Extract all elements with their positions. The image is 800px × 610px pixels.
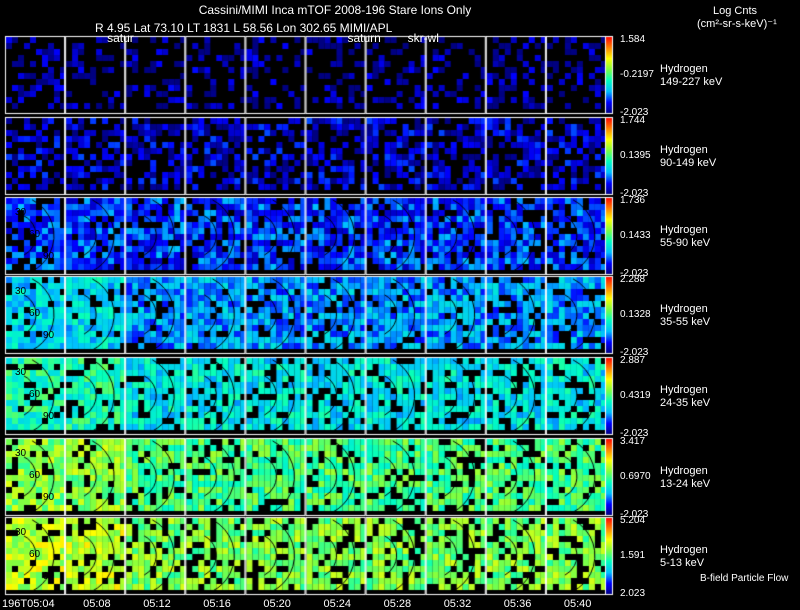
contour-label: 30 — [15, 367, 27, 378]
colorbar-mid: 0.4319 — [620, 389, 651, 401]
colorbar-mid: 0.1328 — [620, 308, 651, 320]
contour-label: 60 — [29, 229, 41, 240]
colorbar-min: -2.023 — [620, 428, 649, 439]
time-tick-label: 05:32 — [443, 598, 472, 610]
colorbar-max: 3.417 — [620, 436, 646, 447]
time-tick-label: 05:20 — [263, 598, 291, 610]
contour-label: 90 — [43, 492, 55, 503]
contour-label: 90 — [43, 330, 55, 341]
contour-label: 30 — [15, 527, 27, 538]
colorbar-max: 2.288 — [620, 274, 646, 285]
species-label: Hydrogen — [660, 302, 708, 315]
colorbar-max: 1.744 — [620, 115, 646, 126]
event-marker: skr-wl — [407, 31, 439, 45]
time-tick-label: 05:28 — [383, 598, 412, 610]
colorbar-mid: 0.6970 — [620, 470, 651, 482]
energy-range-label: 149-227 keV — [660, 75, 723, 88]
colorbar-min: 2.023 — [620, 588, 646, 599]
colorbar-mid: -0.2197 — [620, 68, 654, 80]
colorbar-max: 1.736 — [620, 195, 646, 206]
unit-label-sub: (cm²-sr-s-keV)⁻¹ — [697, 18, 777, 30]
footer-label: B-field Particle Flow — [700, 573, 789, 584]
contour-label: 30 — [15, 207, 27, 218]
species-label: Hydrogen — [660, 383, 708, 396]
species-label: Hydrogen — [660, 464, 708, 477]
time-tick-label: 05:36 — [503, 598, 532, 610]
colorbar-min: -2.023 — [620, 347, 649, 358]
species-label: Hydrogen — [660, 62, 708, 75]
colorbar-mid: 0.1395 — [620, 149, 651, 161]
time-tick-label: 05:16 — [203, 598, 231, 610]
contour-label: 60 — [29, 549, 41, 560]
orbit-info: R 4.95 Lat 73.10 LT 1831 L 58.56 Lon 302… — [95, 21, 393, 35]
species-label: Hydrogen — [660, 543, 708, 556]
contour-label: 90 — [43, 251, 55, 262]
colorbar-min: -2.023 — [620, 188, 649, 199]
time-tick-label: 05:24 — [323, 598, 352, 610]
energy-range-label: 24-35 keV — [660, 396, 711, 409]
colorbar-min: -2.023 — [620, 268, 649, 279]
energy-range-label: 90-149 keV — [660, 156, 717, 169]
event-marker: saturn — [347, 31, 381, 45]
colorbar-max: 2.887 — [620, 355, 646, 366]
event-marker: satur — [107, 31, 134, 45]
contour-label: 60 — [29, 389, 41, 400]
colorbar-min: -2.023 — [620, 107, 649, 118]
contour-label: 90 — [43, 411, 55, 422]
colorbar-max: 5.204 — [620, 515, 646, 526]
colorbar-mid: 1.591 — [620, 549, 646, 561]
time-tick-label: 196T05:04 — [2, 598, 55, 610]
time-tick-label: 05:40 — [563, 598, 592, 610]
colorbar-mid: 0.1433 — [620, 229, 651, 241]
contour-label: 60 — [29, 470, 41, 481]
contour-label: 30 — [15, 286, 27, 297]
species-label: Hydrogen — [660, 223, 708, 236]
energy-range-label: 55-90 keV — [660, 236, 711, 249]
energy-range-label: 5-13 keV — [660, 556, 705, 569]
colorbar-min: -2.023 — [620, 509, 649, 520]
contour-label: 30 — [15, 448, 27, 459]
time-tick-label: 05:12 — [143, 598, 171, 610]
energy-range-label: 35-55 keV — [660, 315, 711, 328]
unit-label: Log Cnts — [713, 5, 758, 17]
colorbar-max: 1.584 — [620, 34, 646, 45]
energy-range-label: 13-24 keV — [660, 477, 711, 490]
species-label: Hydrogen — [660, 143, 708, 156]
chart-title: Cassini/MIMI Inca mTOF 2008-196 Stare Io… — [198, 3, 472, 17]
contour-label: 60 — [29, 308, 41, 319]
time-tick-label: 05:08 — [83, 598, 111, 610]
contour-label: 90 — [43, 571, 55, 582]
